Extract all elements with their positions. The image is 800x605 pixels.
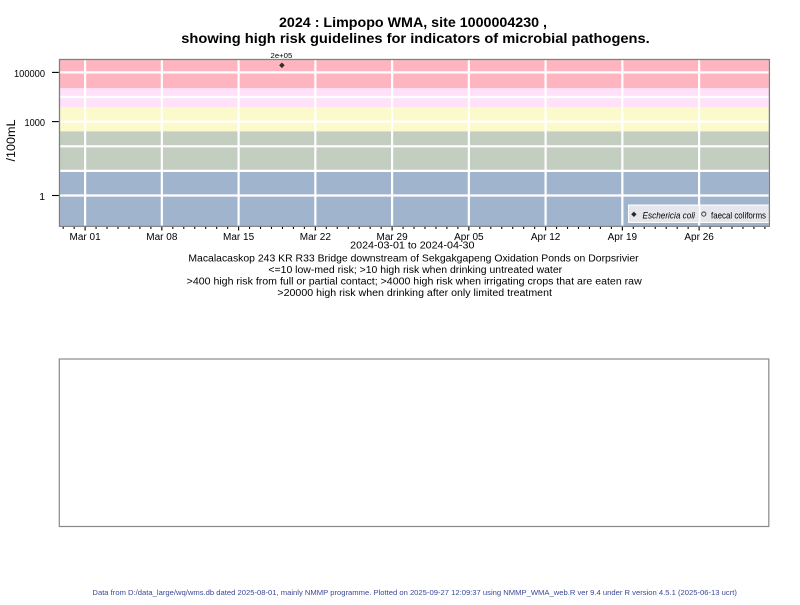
svg-text:>400 high risk from full or pa: >400 high risk from full or partial cont… — [187, 277, 643, 288]
svg-text:Mar 08: Mar 08 — [146, 232, 178, 243]
svg-text:Apr 12: Apr 12 — [531, 232, 561, 243]
svg-text:2024-03-01 to 2024-04-30: 2024-03-01 to 2024-04-30 — [350, 240, 474, 252]
svg-text:Mar 15: Mar 15 — [223, 232, 255, 243]
svg-text:1: 1 — [39, 192, 45, 203]
svg-text:>20000 high risk when drinking: >20000 high risk when drinking after onl… — [277, 288, 552, 299]
svg-text:Mar 29: Mar 29 — [377, 232, 409, 243]
svg-text:2024 : Limpopo WMA, site 10000: 2024 : Limpopo WMA, site 1000004230 , — [279, 15, 547, 30]
svg-text:faecal coliforms: faecal coliforms — [711, 210, 766, 220]
svg-text:Data from D:/data_large/wq/wms: Data from D:/data_large/wq/wms.db dated … — [92, 588, 737, 597]
svg-text:Apr 26: Apr 26 — [684, 232, 714, 243]
svg-text:Mar 22: Mar 22 — [300, 232, 332, 243]
svg-text:/100mL: /100mL — [4, 119, 18, 161]
svg-text:showing high risk guidelines f: showing high risk guidelines for indicat… — [181, 31, 650, 46]
svg-text:Eschericia coli: Eschericia coli — [643, 210, 696, 220]
svg-text:<=10 low-med risk; >10 high ri: <=10 low-med risk; >10 high risk when dr… — [268, 265, 562, 276]
svg-text:Apr 19: Apr 19 — [608, 232, 638, 243]
svg-text:1000: 1000 — [25, 118, 46, 129]
svg-text:2e+05: 2e+05 — [271, 51, 293, 60]
svg-text:100000: 100000 — [14, 69, 45, 80]
svg-text:Macalacaskop 243 KR R33 Bridge: Macalacaskop 243 KR R33 Bridge downstrea… — [188, 253, 639, 264]
svg-text:Apr 05: Apr 05 — [454, 232, 484, 243]
svg-text:Mar 01: Mar 01 — [70, 232, 102, 243]
